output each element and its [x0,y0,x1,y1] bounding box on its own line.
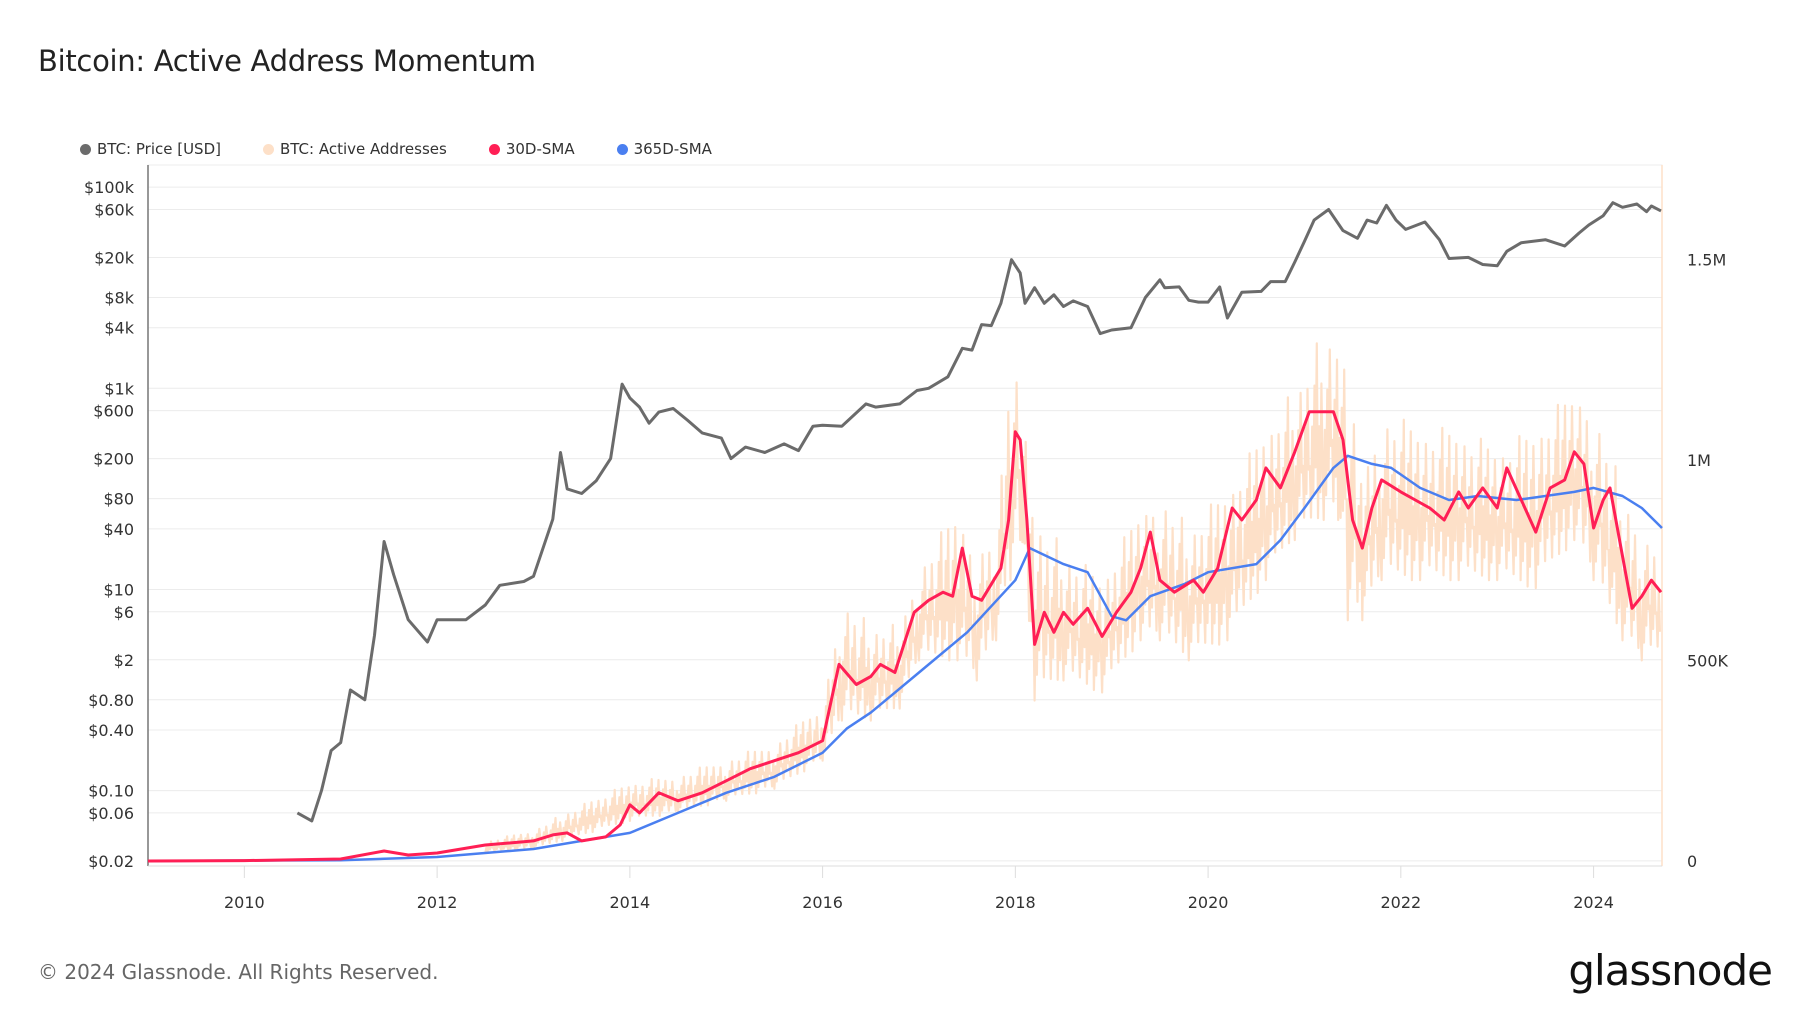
y-left-tick-label: $2 [114,651,134,670]
y-left-tick-label: $8k [104,288,134,307]
legend-label: BTC: Active Addresses [279,140,447,158]
sma-30d-line [147,410,1663,863]
legend-dot-icon [80,143,91,155]
x-tick-label: 2010 [224,893,265,912]
y-left-tick-label: $0.10 [88,782,134,801]
y-left-tick-label: $20k [94,248,135,267]
legend: BTC: Price [USD] BTC: Active Addresses 3… [80,140,712,158]
y-right-tick-label: 500K [1687,651,1729,670]
legend-dot-icon [488,143,500,155]
legend-item-365d-sma[interactable]: 365D-SMA [616,140,712,158]
x-tick-label: 2020 [1188,893,1229,912]
legend-label: 365D-SMA [633,140,712,158]
y-right-tick-label: 1M [1687,451,1711,470]
y-left-tick-label: $6 [114,603,134,622]
y-left-tick-label: $200 [93,450,134,469]
x-tick-label: 2024 [1573,893,1614,912]
y-left-tick-label: $0.40 [88,721,134,740]
x-tick-label: 2012 [417,893,458,912]
legend-dot-icon [616,143,628,155]
legend-item-price[interactable]: BTC: Price [USD] [80,140,221,158]
x-tick-label: 2022 [1380,893,1421,912]
y-left-tick-label: $4k [104,319,134,338]
y-left-tick-label: $600 [93,402,134,421]
legend-item-30d-sma[interactable]: 30D-SMA [488,140,575,158]
y-left-tick-label: $80 [103,490,134,509]
y-left-tick-label: $0.80 [88,691,134,710]
y-left-tick-label: $0.06 [88,804,134,823]
y-left-tick-label: $60k [94,200,135,219]
btc-price-line [296,201,1662,823]
y-right-tick-label: 1.5M [1687,250,1726,269]
x-tick-label: 2016 [802,893,843,912]
y-left-tick-label: $100k [84,178,135,197]
x-tick-label: 2018 [995,893,1036,912]
y-left-tick-label: $10 [103,580,134,599]
copyright-footer: © 2024 Glassnode. All Rights Reserved. [38,960,439,984]
chart-title: Bitcoin: Active Address Momentum [38,44,536,78]
sma-365d-line [147,454,1663,863]
legend-label: BTC: Price [USD] [97,140,221,158]
y-left-tick-label: $1k [104,379,134,398]
y-right-tick-label: 0 [1687,852,1697,871]
y-left-tick-label: $0.02 [88,852,134,871]
legend-label: 30D-SMA [505,140,575,158]
glassnode-logo: glassnode [1568,946,1773,995]
x-tick-label: 2014 [609,893,650,912]
legend-dot-icon [262,143,274,155]
y-left-tick-label: $40 [103,520,134,539]
legend-item-active-addresses[interactable]: BTC: Active Addresses [262,140,447,158]
